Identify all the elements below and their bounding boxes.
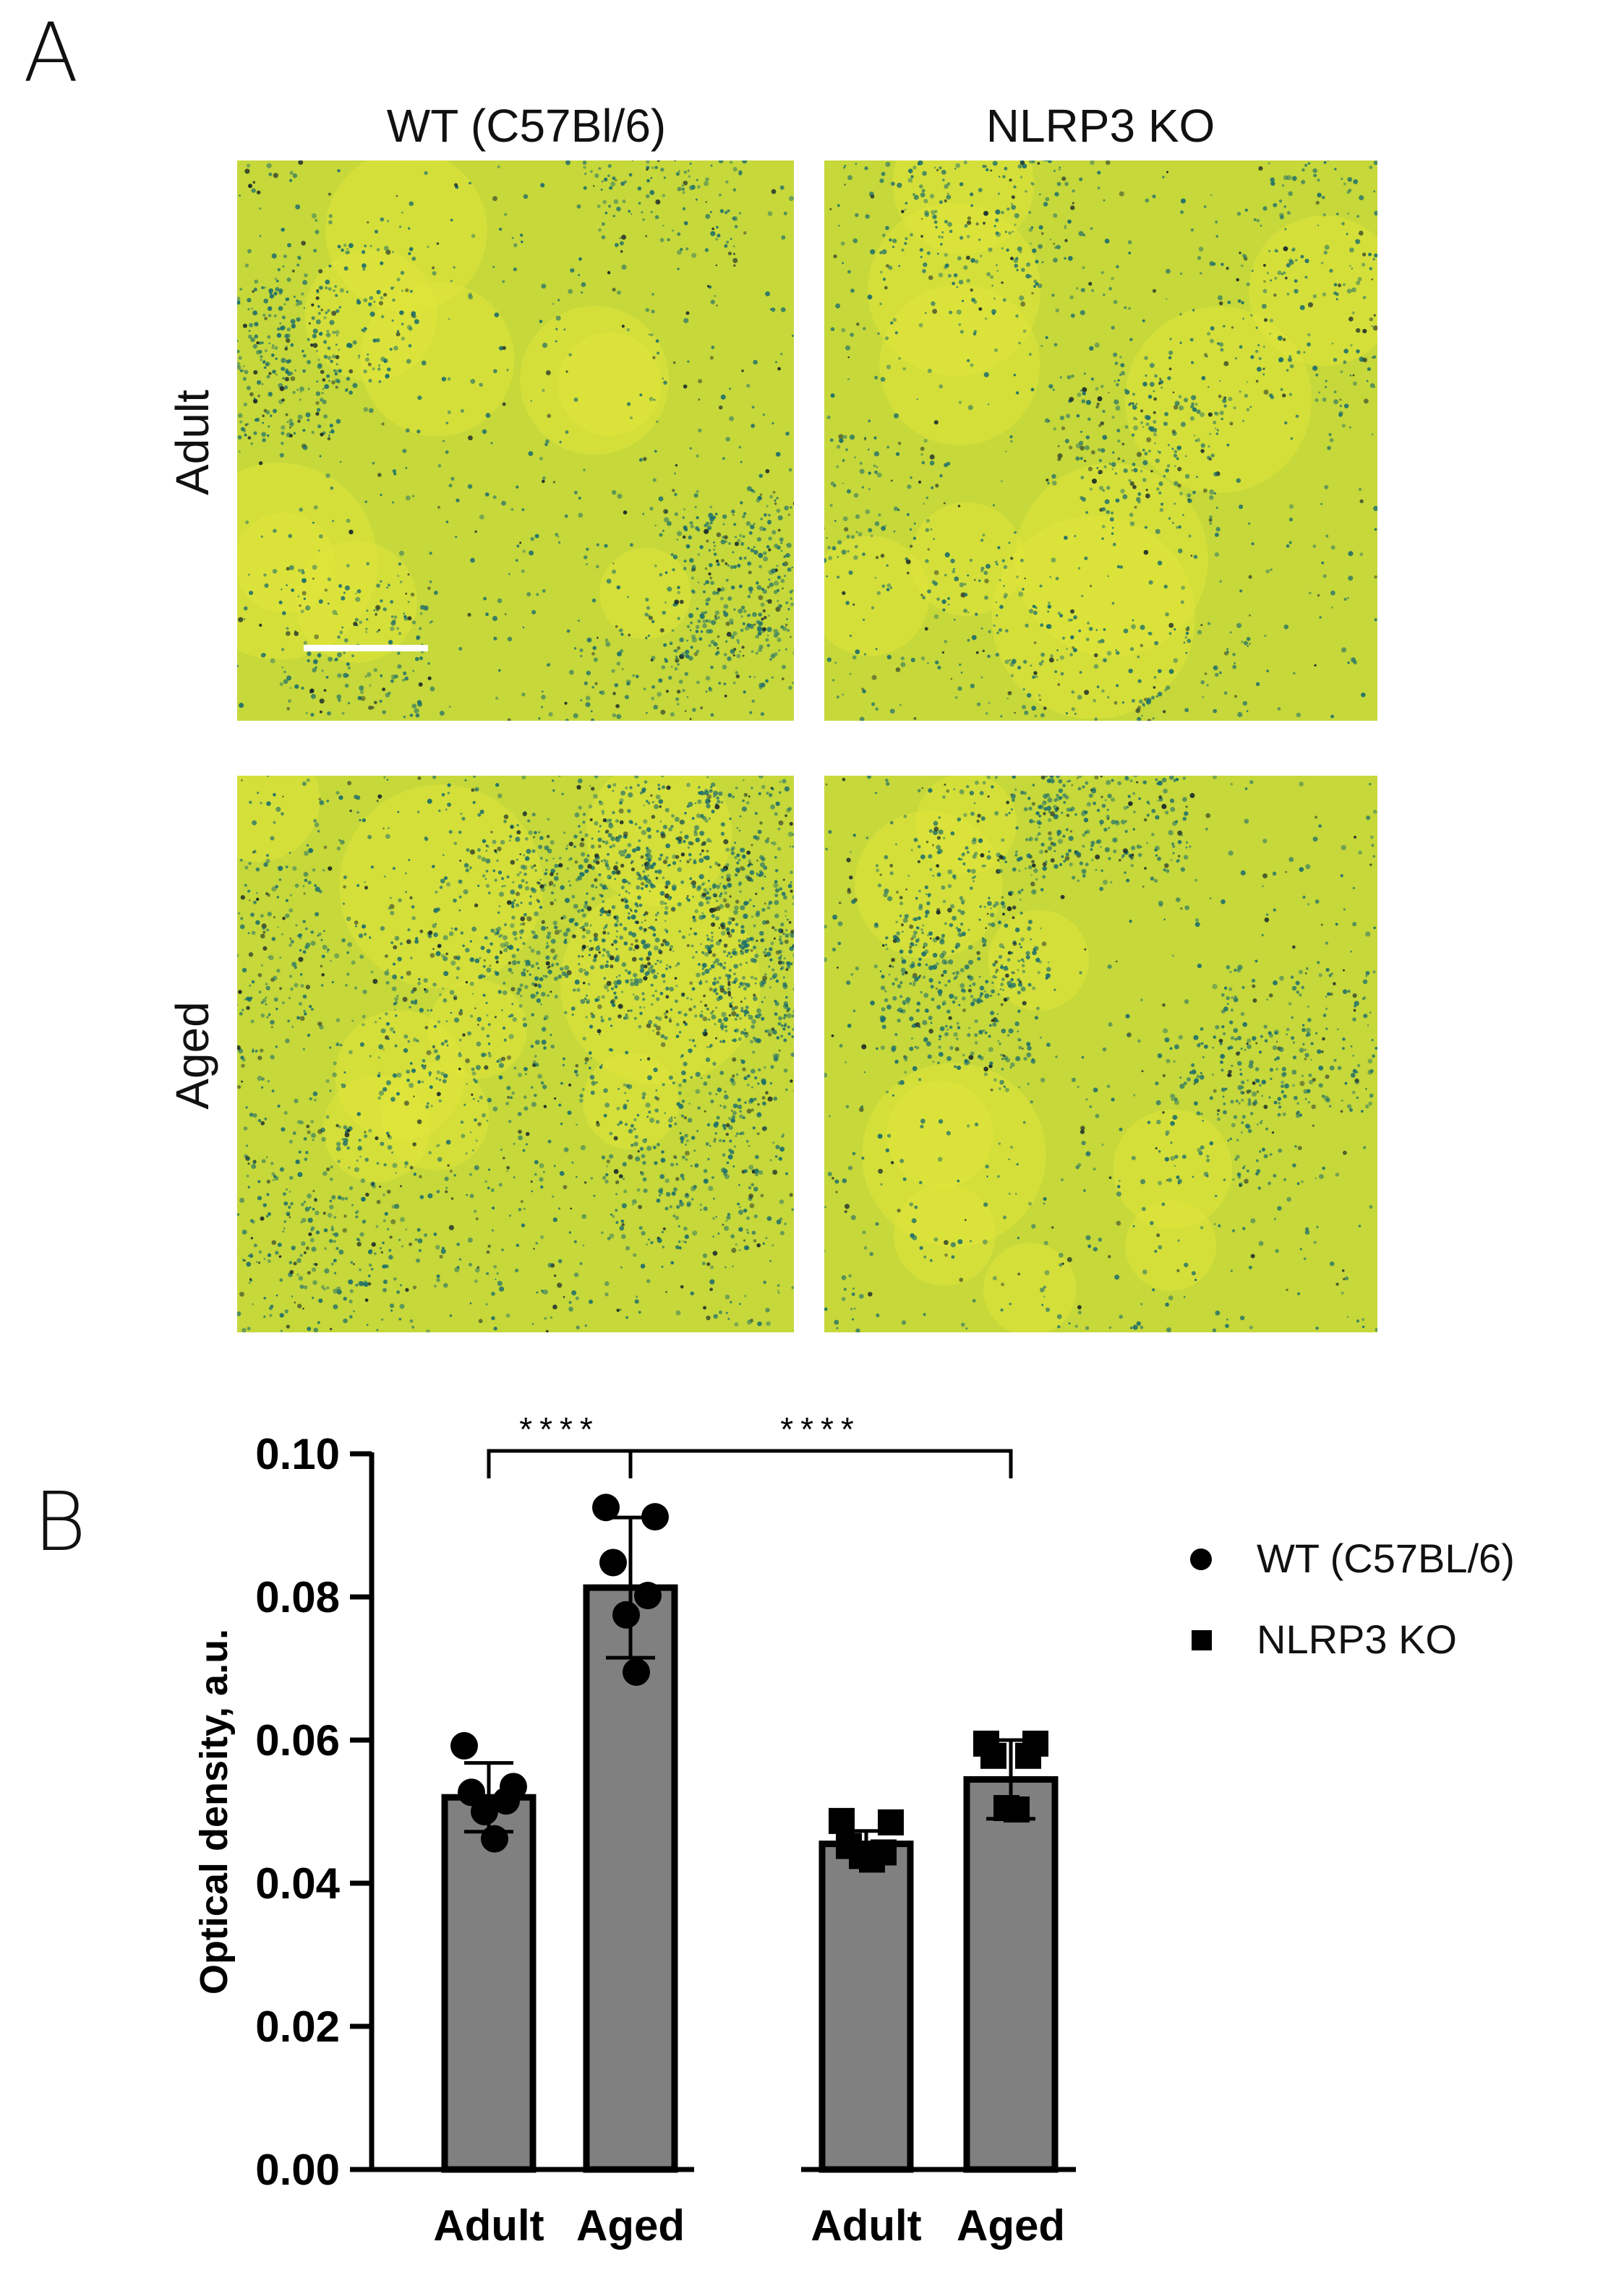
legend-label-wt: WT (C57BL/6)	[1257, 1535, 1515, 1581]
data-point	[878, 1809, 904, 1835]
data-point	[1004, 1796, 1030, 1823]
bar-chart: 0.00 0.02 0.04 0.06 0.08 0.10 Optical density,…	[192, 1410, 1076, 2250]
micrograph-nlrp3-adult	[824, 160, 1377, 721]
legend-label-nlrp3: NLRP3 KO	[1257, 1616, 1457, 1662]
x-tick-label: Adult	[811, 2201, 921, 2250]
data-point	[1015, 1742, 1041, 1769]
y-tick-label: 0.10	[255, 1430, 340, 1478]
data-point	[612, 1601, 640, 1629]
data-point	[634, 1582, 662, 1610]
data-point	[641, 1503, 669, 1531]
y-tick-label: 0.04	[255, 1859, 340, 1908]
micrograph-wt-aged	[237, 776, 794, 1332]
legend-circle-marker	[1190, 1548, 1212, 1570]
bar	[583, 1584, 678, 2173]
y-tick-label: 0.00	[255, 2146, 340, 2194]
column-header-nlrp3: NLRP3 KO	[986, 100, 1215, 152]
scale-bar	[304, 645, 428, 651]
x-tick-label: Adult	[433, 2201, 544, 2250]
data-point	[481, 1825, 508, 1853]
data-point	[592, 1494, 620, 1522]
micrograph-nlrp3-aged	[824, 776, 1377, 1332]
y-tick-label: 0.08	[255, 1573, 340, 1622]
data-point	[829, 1807, 855, 1834]
data-point	[859, 1846, 885, 1873]
column-header-wt: WT (C57Bl/6)	[386, 100, 667, 152]
bar	[441, 1794, 537, 2173]
y-axis-label: Optical density, a.u.	[192, 1629, 236, 1995]
micrograph-wt-adult	[237, 160, 794, 721]
y-tick-label: 0.02	[255, 2002, 340, 2051]
x-tick-label: Aged	[576, 2201, 685, 2250]
bar	[963, 1775, 1059, 2173]
significance-bracket	[628, 1449, 1013, 1478]
row-label-aged: Aged	[166, 1001, 218, 1110]
y-tick-label: 0.06	[255, 1716, 340, 1765]
data-point	[980, 1742, 1006, 1769]
x-tick-label: Aged	[957, 2201, 1065, 2250]
row-label-adult: Adult	[166, 390, 218, 495]
panel-b-label: B	[33, 1475, 87, 1569]
data-point	[623, 1658, 650, 1686]
bar	[818, 1841, 914, 2173]
significance-label: ****	[780, 1410, 861, 1448]
data-point	[599, 1548, 627, 1577]
significance-bracket	[487, 1449, 633, 1478]
data-point	[450, 1731, 478, 1760]
data-point	[492, 1787, 520, 1815]
data-point	[458, 1778, 485, 1807]
data-point	[471, 1798, 498, 1825]
panel-a-label: A	[23, 7, 79, 100]
legend-square-marker	[1192, 1630, 1212, 1650]
significance-label: ****	[519, 1410, 600, 1448]
